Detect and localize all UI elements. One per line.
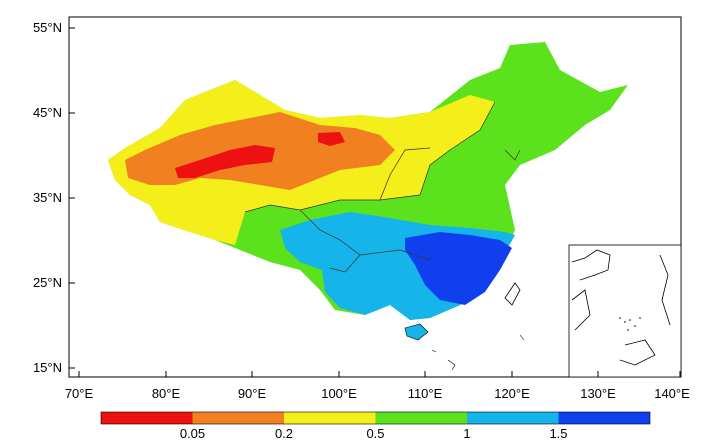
lon-label-130: 130°E	[580, 386, 616, 401]
lat-label-45: 45°N	[33, 105, 62, 120]
region-darkblue	[405, 232, 512, 305]
hainan-island	[404, 323, 429, 341]
colorbar-label-2: 0.5	[366, 426, 384, 441]
province-borders	[244, 101, 521, 273]
colorbar-label-3: 1	[463, 426, 470, 441]
china-territory-fill	[108, 42, 628, 341]
colorbar-segment-0	[101, 412, 193, 424]
lat-label-15: 15°N	[33, 360, 62, 375]
longitude-axis: 70°E 80°E 90°E 100°E 110°E 120°E 130°E 1…	[65, 371, 690, 401]
colorbar-segment-1	[192, 412, 284, 424]
south-china-sea-inset	[568, 244, 682, 378]
region-red-2	[318, 132, 345, 146]
colorbar-segment-2	[284, 412, 376, 424]
lon-label-140: 140°E	[654, 386, 690, 401]
lon-label-70: 70°E	[65, 386, 94, 401]
lon-label-120: 120°E	[494, 386, 530, 401]
colorbar-label-0: 0.05	[180, 426, 205, 441]
colorbar-label-1: 0.2	[275, 426, 293, 441]
lon-label-110: 110°E	[408, 386, 443, 401]
colorbar-outline	[100, 411, 651, 425]
coastal-islands	[431, 334, 525, 371]
lat-label-25: 25°N	[33, 275, 62, 290]
lat-label-35: 35°N	[33, 190, 62, 205]
latitude-axis: 55°N 45°N 35°N 25°N 15°N	[33, 20, 75, 375]
colorbar-segment-3	[375, 412, 467, 424]
lon-label-100: 100°E	[321, 386, 357, 401]
colorbar-segment-5	[558, 412, 650, 424]
taiwan-island	[504, 282, 521, 306]
colorbar-label-4: 1.5	[549, 426, 567, 441]
lat-label-55: 55°N	[33, 20, 62, 35]
colorbar-segment-4	[467, 412, 559, 424]
region-red-1	[175, 145, 275, 178]
lon-label-80: 80°E	[152, 386, 181, 401]
lon-label-90: 90°E	[238, 386, 267, 401]
colorbar: 0.05 0.2 0.5 1 1.5	[100, 411, 651, 441]
